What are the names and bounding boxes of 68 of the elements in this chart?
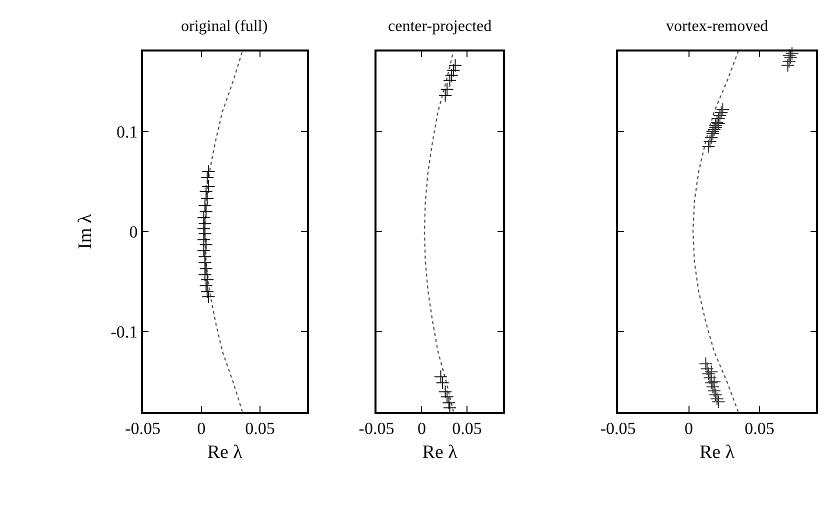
point [703, 134, 717, 148]
point [446, 64, 460, 78]
point [438, 384, 452, 399]
y-tick-label: 0 [129, 222, 138, 242]
point [202, 290, 216, 304]
x-tick-label: -0.05 [125, 418, 161, 438]
x-tick-label: -0.05 [358, 418, 394, 438]
point [438, 88, 452, 102]
point [196, 232, 211, 246]
point [708, 388, 722, 402]
point [200, 272, 214, 286]
y-axis-title: Im λ [75, 213, 96, 250]
x-axis-title: Re λ [700, 442, 736, 464]
point [199, 262, 213, 276]
point [702, 140, 716, 154]
point [704, 130, 718, 144]
x-tick-label: 0 [684, 418, 693, 438]
point [199, 238, 213, 252]
point [440, 390, 454, 404]
point [785, 46, 799, 60]
point [713, 108, 727, 122]
x-tick-label: -0.05 [600, 418, 636, 438]
line-series [204, 51, 243, 412]
x-axis-title: Re λ [207, 442, 244, 464]
point [442, 396, 456, 410]
point [780, 58, 795, 72]
point [198, 216, 212, 230]
point [714, 106, 728, 120]
x-tick-label: 0 [197, 418, 206, 438]
y-tick-label: -0.1 [110, 322, 138, 342]
chart-title: vortex-removed [666, 18, 768, 35]
x-tick-label: 0.05 [744, 418, 774, 438]
point [196, 210, 211, 224]
point [199, 204, 213, 218]
point [202, 180, 216, 194]
point [200, 170, 214, 184]
point [704, 376, 718, 390]
point [198, 226, 212, 240]
point [196, 244, 211, 258]
point [448, 58, 462, 72]
point [202, 164, 216, 178]
x-axis-title: Re λ [422, 442, 458, 464]
point [198, 268, 212, 282]
point [440, 82, 454, 96]
point [199, 184, 213, 198]
point [436, 376, 450, 390]
point [199, 278, 213, 292]
chart-title: center-projected [388, 18, 492, 35]
point [198, 256, 212, 270]
chart-title: original (full) [181, 18, 268, 35]
point [196, 222, 211, 236]
y-tick-label: 0.1 [116, 122, 138, 142]
x-tick-label: 0.05 [452, 418, 482, 438]
point [198, 198, 212, 212]
point [716, 102, 730, 116]
point [710, 392, 724, 406]
x-tick-label: 0 [417, 418, 426, 438]
point [443, 74, 457, 88]
point [200, 284, 214, 298]
point [444, 68, 458, 82]
point [706, 380, 720, 394]
point [712, 394, 726, 409]
point [700, 362, 714, 376]
point [703, 370, 717, 385]
x-tick-label: 0.05 [245, 418, 275, 438]
point [434, 370, 448, 384]
point [200, 192, 214, 206]
point [443, 400, 457, 415]
